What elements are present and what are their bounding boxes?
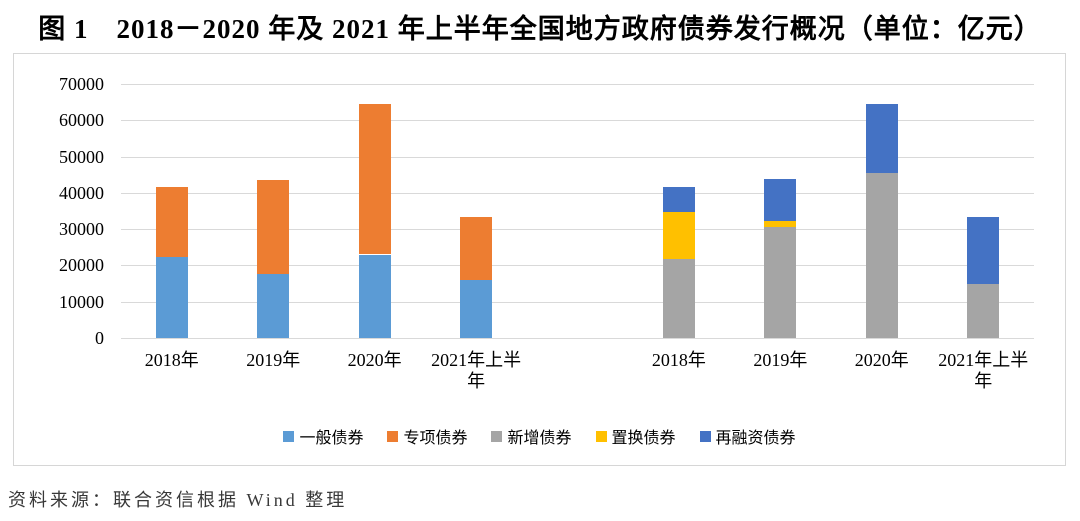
x-axis-category-label: 2020年: [854, 350, 909, 370]
gridline: [121, 156, 1034, 158]
chart-title: 图 1 2018－2020 年及 2021 年上半年全国地方政府债券发行概况（单…: [38, 14, 1042, 44]
bar-segment-general-bond: [257, 273, 290, 338]
bar-segment-special-bond: [155, 187, 188, 258]
y-axis-tick-label: 20000: [59, 255, 104, 276]
x-axis-category-label: 2018年: [651, 350, 706, 370]
bar-segment-swap-bond: [764, 221, 797, 227]
bar-segment-new-bond: [865, 172, 898, 338]
legend-label: 专项债券: [403, 430, 468, 447]
chart-legend: 一般债券 专项债券 新增债券 置换债券 再融资债券: [14, 424, 1065, 448]
x-axis-category-label: 2019年: [753, 350, 808, 370]
gridline: [121, 338, 1034, 339]
legend-label: 置换债券: [611, 430, 676, 447]
bar-segment-special-bond: [358, 104, 391, 255]
bar-segment-new-bond: [967, 284, 1000, 338]
x-axis-category-label: 2020年: [347, 350, 402, 370]
y-axis-tick-label: 60000: [59, 110, 104, 131]
y-axis-tick-label: 70000: [59, 74, 104, 94]
chart-area: 一般债券 专项债券 新增债券 置换债券 再融资债券 0 10000 20000 30000 40…: [13, 53, 1066, 466]
x-axis-category-label: 2019年: [246, 350, 301, 370]
y-axis-tick-label: 0: [95, 328, 104, 348]
legend-swatch-general-bond: [283, 430, 295, 442]
legend-item-general-bond: 一般债券: [283, 424, 363, 448]
bar-segment-swap-bond: [662, 211, 695, 260]
x-axis-category-label: 2021年上半年: [938, 350, 1029, 391]
y-axis-tick-label: 30000: [59, 219, 104, 240]
legend-swatch-refinancing-bond: [699, 430, 711, 442]
bar-segment-general-bond: [155, 257, 188, 338]
bar-segment-special-bond: [460, 216, 493, 280]
gridline: [121, 301, 1034, 303]
gridline: [121, 229, 1034, 231]
bar-segment-new-bond: [662, 259, 695, 338]
gridline: [121, 84, 1034, 85]
legend-item-swap-bond: 置换债券: [595, 424, 676, 448]
bar-segment-refinancing-bond: [865, 104, 898, 173]
y-axis-tick-label: 10000: [59, 291, 104, 312]
legend-label: 一般债券: [299, 430, 364, 447]
bar-segment-general-bond: [460, 279, 493, 338]
x-axis-category-label: 2018年: [144, 350, 199, 370]
bar-segment-refinancing-bond: [764, 179, 797, 222]
gridline: [121, 265, 1034, 267]
y-axis-tick-label: 40000: [59, 182, 104, 203]
x-axis-category-label: 2021年上半年: [431, 350, 522, 391]
bar-segment-refinancing-bond: [662, 187, 695, 212]
legend-item-new-bond: 新增债券: [491, 424, 572, 448]
bar-segment-general-bond: [358, 254, 391, 338]
legend-swatch-special-bond: [387, 430, 399, 442]
legend-item-refinancing-bond: 再融资债券: [699, 424, 796, 448]
legend-item-special-bond: 专项债券: [387, 424, 467, 448]
gridline: [121, 192, 1034, 194]
gridline: [121, 120, 1034, 122]
bar-segment-refinancing-bond: [967, 216, 1000, 285]
legend-swatch-new-bond: [491, 430, 503, 442]
bar-segment-special-bond: [257, 179, 290, 274]
y-axis-tick-label: 50000: [59, 146, 104, 167]
source-note: 资料来源：联合资信根据 Wind 整理: [8, 490, 348, 510]
legend-swatch-swap-bond: [595, 430, 607, 442]
bar-segment-new-bond: [764, 226, 797, 338]
legend-label: 再融资债券: [715, 430, 796, 447]
legend-label: 新增债券: [507, 430, 572, 447]
